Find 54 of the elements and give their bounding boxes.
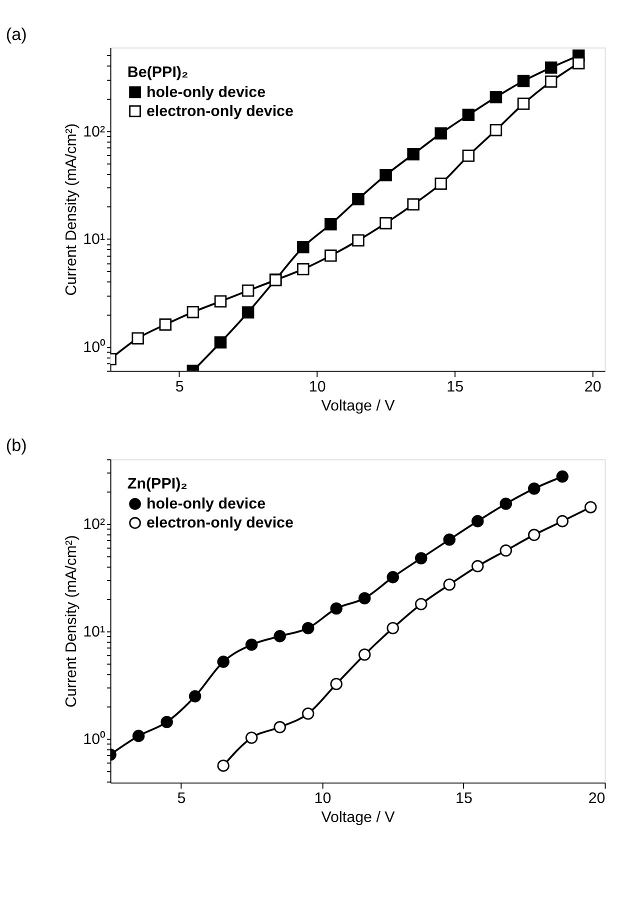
point	[242, 306, 254, 318]
y-tick-label: 10²	[83, 516, 106, 534]
y-tick-label: 10⁰	[83, 730, 106, 748]
point	[186, 306, 200, 318]
y-tick-label: 10⁰	[83, 339, 106, 356]
point	[297, 240, 310, 254]
point	[490, 124, 502, 136]
y-axis-title: Current Density (mA/cm²)	[62, 535, 80, 708]
x-tick-label: 20	[588, 790, 606, 808]
point	[324, 250, 337, 262]
point	[490, 91, 502, 104]
x-tick-label: 5	[175, 378, 184, 396]
point	[324, 218, 337, 230]
point	[297, 263, 310, 276]
legend-label: electron-only device	[146, 514, 294, 532]
legend-label: electron-only device	[146, 102, 294, 120]
point	[517, 98, 530, 110]
chart-title: (b)	[6, 436, 27, 456]
x-tick-label: 10	[314, 790, 332, 808]
legend-title: Zn(PPI)₂	[127, 476, 188, 493]
x-tick-label: 5	[177, 790, 186, 808]
x-tick-label: 10	[308, 378, 326, 396]
x-axis-title: Voltage / V	[321, 397, 396, 414]
y-tick-label: 10²	[83, 123, 106, 140]
x-tick-label: 20	[584, 378, 602, 396]
point	[462, 108, 475, 122]
y-axis-title: Current Density (mA/cm²)	[62, 123, 80, 296]
point	[407, 198, 420, 211]
point	[214, 336, 227, 349]
y-tick-label: 10¹	[83, 231, 106, 248]
point	[214, 295, 227, 308]
point	[159, 318, 172, 331]
point	[380, 169, 392, 182]
point	[352, 192, 364, 206]
point	[352, 234, 364, 247]
y-tick-label: 10¹	[83, 624, 106, 641]
x-axis-title: Voltage / V	[321, 809, 396, 826]
chart-title: (a)	[6, 24, 27, 44]
x-tick-label: 15	[456, 790, 472, 808]
point	[572, 57, 585, 70]
point	[242, 284, 254, 297]
point	[434, 178, 448, 190]
legend-label: hole-only device	[146, 84, 266, 101]
legend-label: hole-only device	[146, 496, 266, 513]
point	[544, 61, 558, 74]
point	[407, 148, 420, 160]
legend-title: Be(PPI)₂	[127, 64, 188, 81]
point	[544, 75, 558, 88]
point	[132, 332, 144, 344]
point	[517, 74, 530, 88]
point	[434, 127, 448, 140]
point	[462, 150, 475, 162]
point	[380, 217, 392, 230]
x-tick-label: 15	[446, 378, 464, 396]
